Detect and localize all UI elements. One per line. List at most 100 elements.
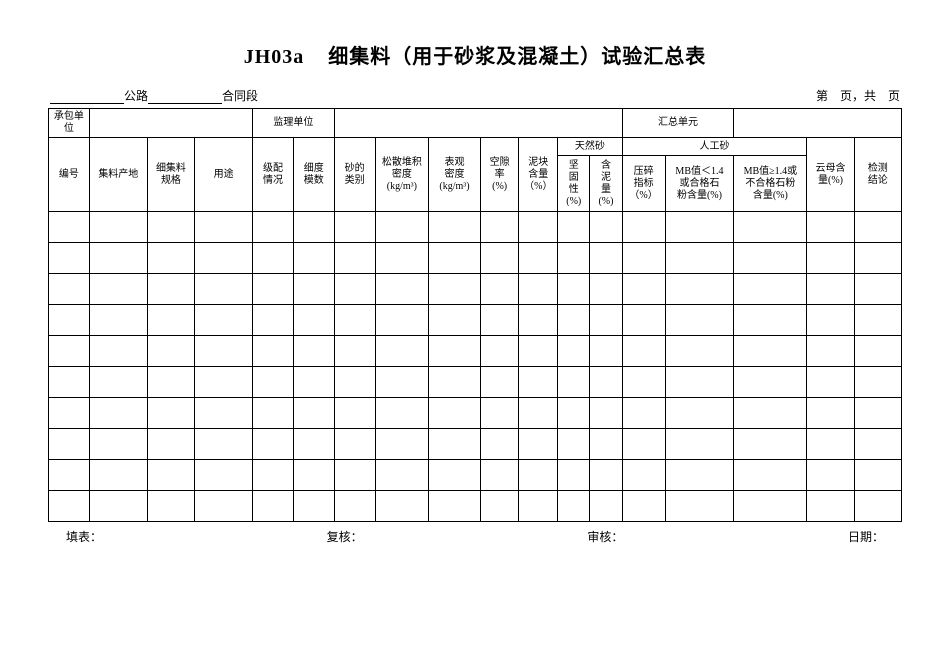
cell [334, 429, 375, 460]
ftr-review: 复核： [327, 528, 363, 545]
cell [429, 429, 481, 460]
cell [334, 305, 375, 336]
subheader: 公路合同段 第 页，共 页 [48, 87, 902, 104]
col-fineness: 细度模数 [293, 138, 334, 212]
cell [480, 212, 519, 243]
col-clay: 含泥量(%) [590, 156, 622, 212]
cell [807, 491, 854, 522]
cell [622, 429, 665, 460]
cell [558, 305, 590, 336]
cell [519, 460, 558, 491]
cell-supervisor-value [334, 109, 622, 138]
cell [622, 336, 665, 367]
table-row [49, 243, 902, 274]
cell [558, 460, 590, 491]
cell [253, 429, 294, 460]
cell [854, 367, 901, 398]
cell [334, 367, 375, 398]
cell [519, 336, 558, 367]
hdr-summary-unit: 汇总单元 [622, 109, 734, 138]
cell [147, 398, 194, 429]
cell [195, 274, 253, 305]
cell [375, 491, 429, 522]
grp-artificial: 人工砂 [622, 138, 807, 156]
cell [622, 305, 665, 336]
cell [147, 429, 194, 460]
cell [734, 274, 807, 305]
grp-natural: 天然砂 [558, 138, 622, 156]
col-conclusion: 检测结论 [854, 138, 901, 212]
cell [195, 212, 253, 243]
cell [854, 336, 901, 367]
page-number-label: 第 页，共 页 [816, 87, 900, 104]
cell [375, 367, 429, 398]
cell [854, 429, 901, 460]
cell [665, 212, 734, 243]
cell [590, 212, 622, 243]
cell [89, 243, 147, 274]
cell [253, 305, 294, 336]
cell [590, 460, 622, 491]
cell [807, 305, 854, 336]
cell [519, 212, 558, 243]
cell [429, 491, 481, 522]
cell [195, 429, 253, 460]
cell [558, 491, 590, 522]
cell [807, 212, 854, 243]
cell [622, 491, 665, 522]
cell [293, 398, 334, 429]
col-mica: 云母含量(%) [807, 138, 854, 212]
cell [147, 460, 194, 491]
cell [334, 212, 375, 243]
cell [734, 305, 807, 336]
cell [480, 243, 519, 274]
cell [253, 367, 294, 398]
cell [375, 305, 429, 336]
cell [665, 491, 734, 522]
cell [253, 460, 294, 491]
ftr-fill: 填表： [66, 528, 102, 545]
cell [293, 367, 334, 398]
cell [854, 491, 901, 522]
cell [807, 367, 854, 398]
cell [375, 243, 429, 274]
cell [590, 336, 622, 367]
table-row [49, 460, 902, 491]
cell [590, 429, 622, 460]
cell [519, 429, 558, 460]
cell [195, 336, 253, 367]
cell [49, 336, 90, 367]
col-grading: 级配情况 [253, 138, 294, 212]
cell [293, 274, 334, 305]
cell [480, 429, 519, 460]
col-apparent-density: 表观密度(kg/m³) [429, 138, 481, 212]
cell [480, 274, 519, 305]
table-row [49, 491, 902, 522]
cell [519, 243, 558, 274]
cell [89, 212, 147, 243]
cell [519, 398, 558, 429]
cell [429, 274, 481, 305]
table-row [49, 398, 902, 429]
cell [195, 460, 253, 491]
cell [195, 305, 253, 336]
cell [49, 398, 90, 429]
cell [622, 367, 665, 398]
ftr-date: 日期： [848, 528, 884, 545]
col-sandtype: 砂的类别 [334, 138, 375, 212]
cell [734, 212, 807, 243]
cell [480, 305, 519, 336]
cell [807, 336, 854, 367]
col-bulk-density: 松散堆积密度(kg/m³) [375, 138, 429, 212]
cell [734, 336, 807, 367]
cell [807, 274, 854, 305]
cell [480, 460, 519, 491]
cell [665, 429, 734, 460]
cell [147, 305, 194, 336]
cell [854, 212, 901, 243]
cell [429, 305, 481, 336]
cell [590, 305, 622, 336]
cell [375, 429, 429, 460]
cell [147, 367, 194, 398]
page-title: JH03a细集料（用于砂浆及混凝土）试验汇总表 [48, 40, 902, 69]
